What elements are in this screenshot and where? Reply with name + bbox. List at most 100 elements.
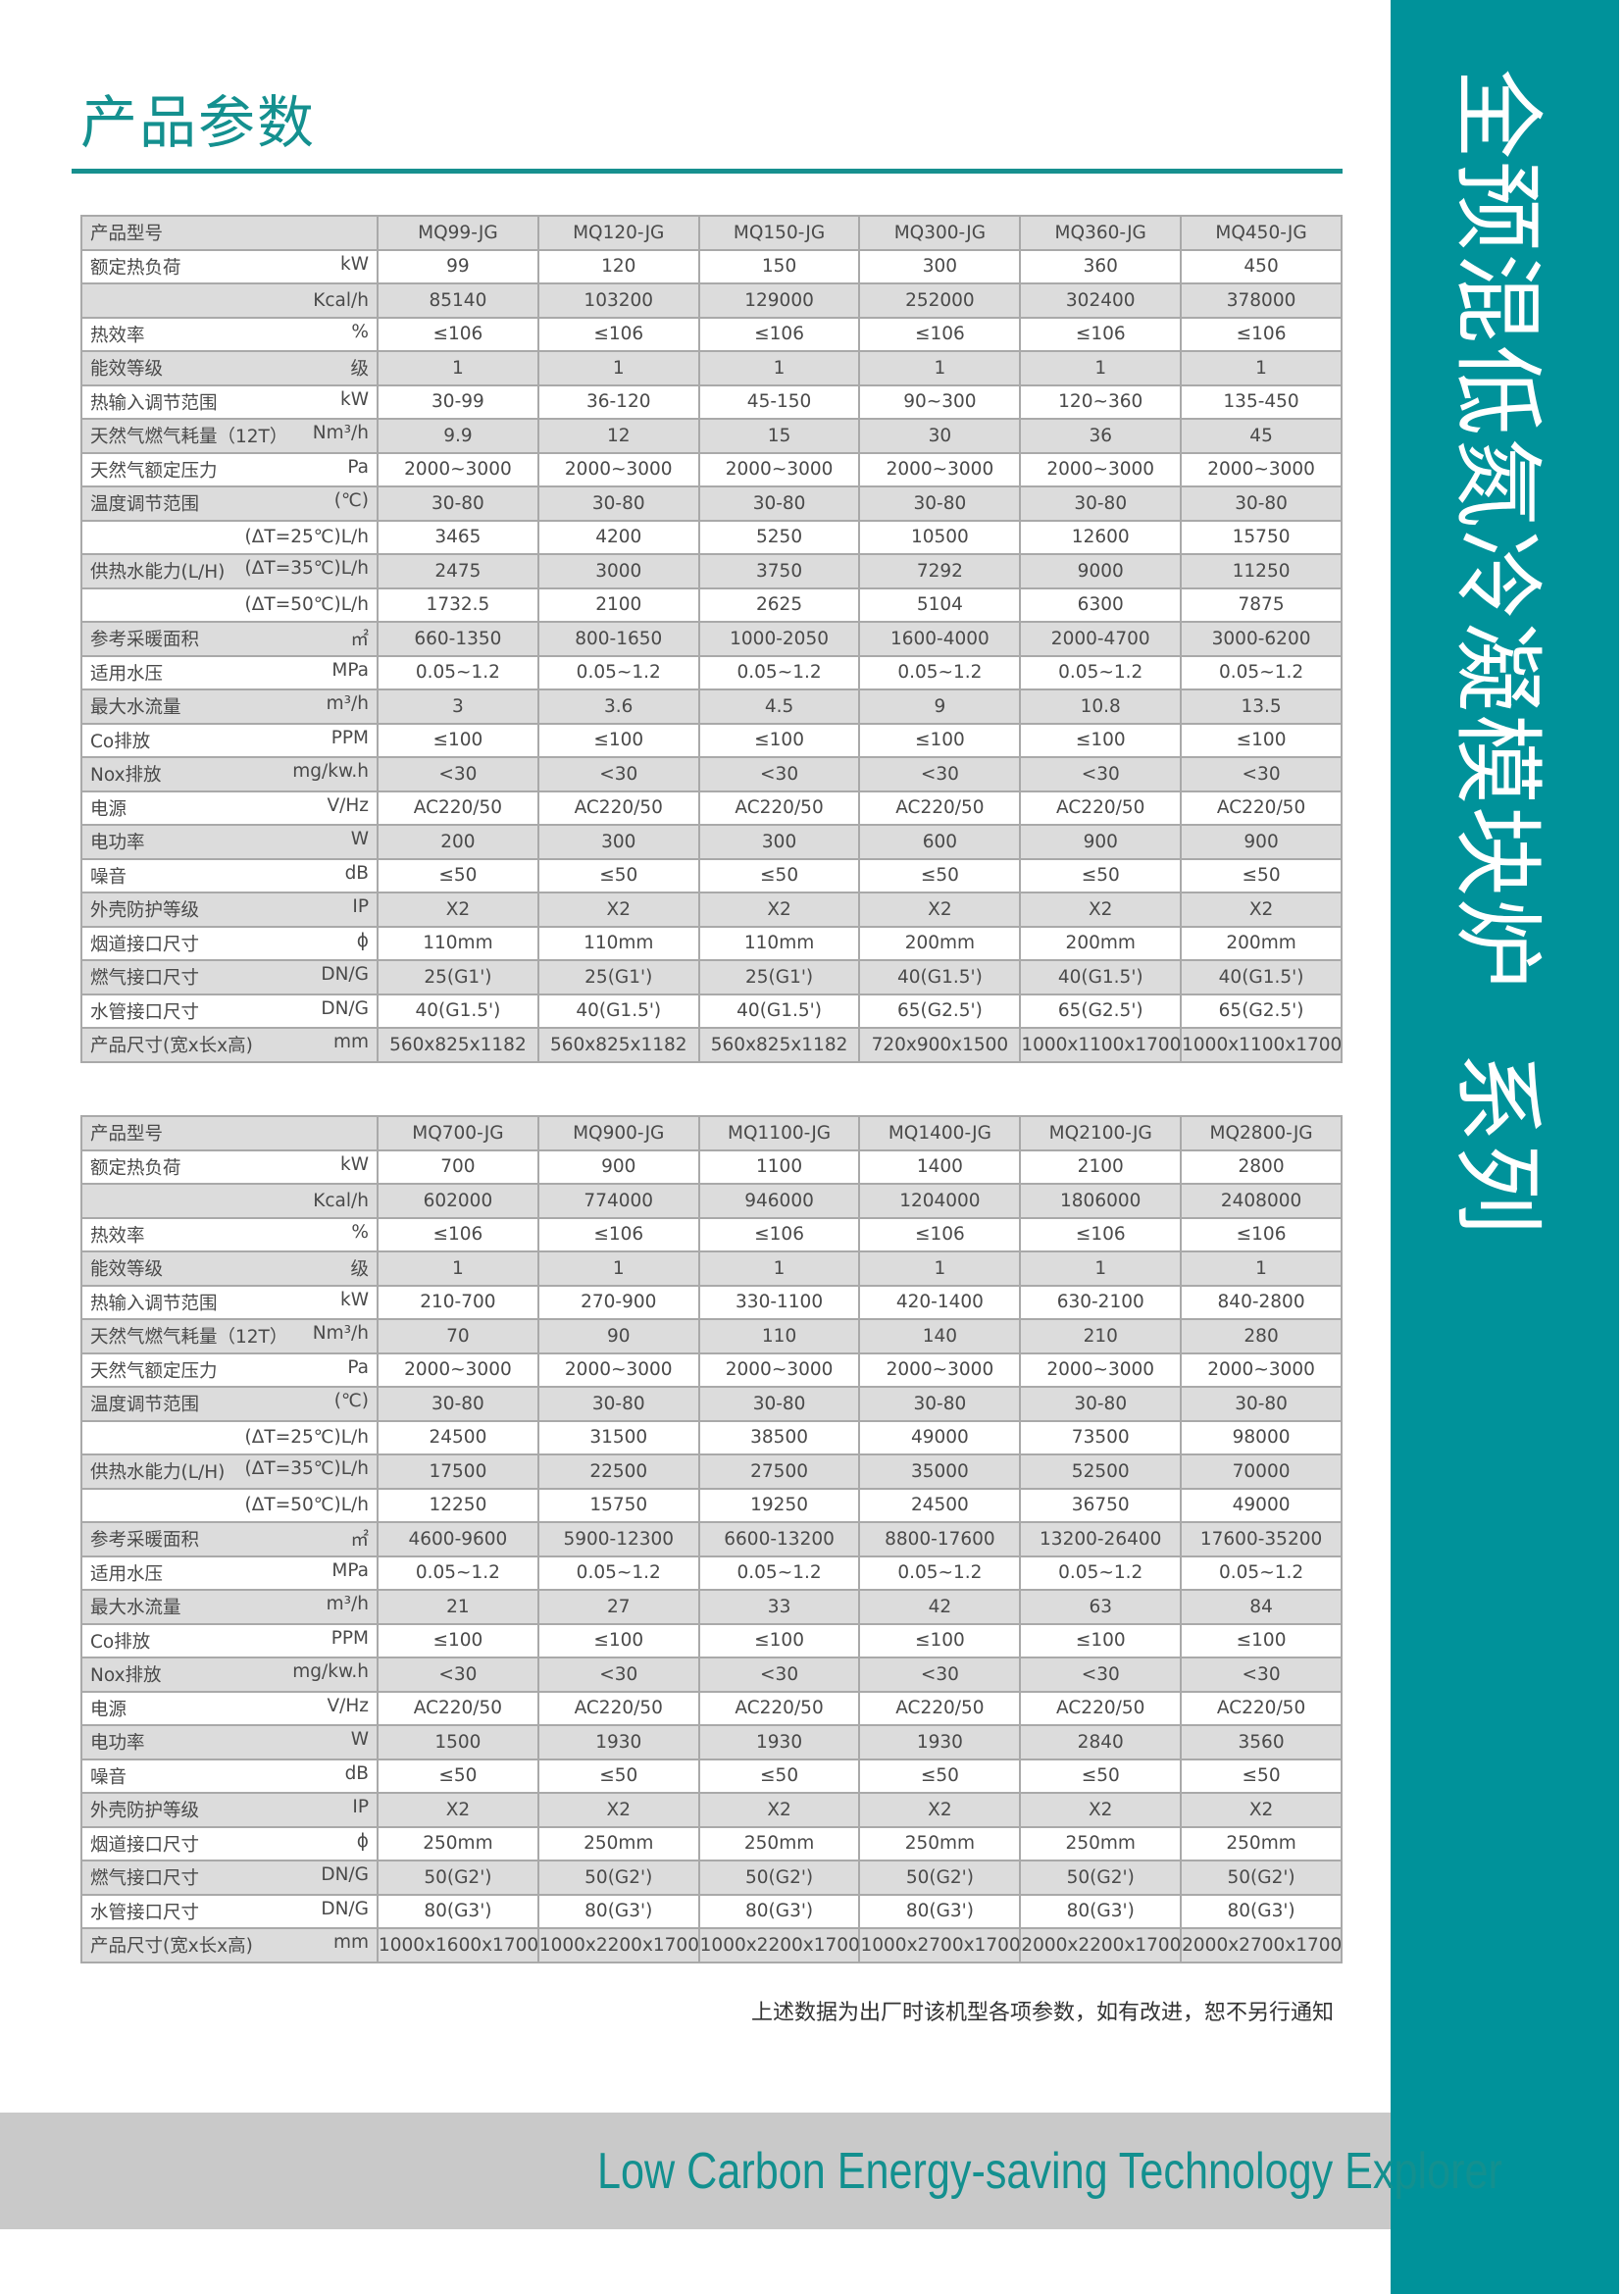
table-row: (ΔT=50℃)L/h 12250 15750 19250 24500 36750 4900… (80, 1487, 1343, 1523)
param-value: 0.05~1.2 (1180, 654, 1343, 690)
param-value: 30-80 (377, 1386, 539, 1422)
title-divider (72, 169, 1343, 174)
table-row: 参考采暖面积 ㎡ 4600-9600 5900-12300 6600-13200 8800… (80, 1521, 1343, 1557)
param-value: ≤100 (858, 1622, 1022, 1658)
param-value: AC220/50 (536, 790, 700, 826)
param-name: 最大水流量 (90, 697, 181, 719)
param-value: 30-80 (536, 1386, 700, 1422)
param-value: ≤100 (377, 722, 539, 758)
param-name: 产品尺寸(宽x长x高) (90, 1036, 253, 1057)
param-name: 电源 (90, 798, 127, 820)
param-value: 300 (858, 248, 1022, 284)
param-value: 2000~3000 (1180, 451, 1343, 487)
param-name: 电源 (90, 1699, 127, 1720)
param-value: 2000~3000 (377, 1351, 539, 1388)
param-value: 1000x1100x1700 (1019, 1027, 1183, 1063)
row-label: 热效率% (80, 1216, 379, 1252)
param-value: 2000~3000 (1019, 1351, 1183, 1388)
row-label: 水管接口尺寸 DN/G (80, 1893, 379, 1929)
param-unit: dB (344, 862, 369, 884)
row-label: 能效等级 级 (80, 350, 379, 386)
param-value: 19250 (697, 1487, 861, 1523)
param-value: 330-1100 (697, 1284, 861, 1320)
param-name: 供热水能力(L/H) (90, 562, 226, 584)
param-unit: IP (352, 1797, 369, 1818)
model-name: MQ150-JG (697, 215, 861, 251)
slogan: Low Carbon Energy-saving Technology Expl… (597, 2143, 1502, 2200)
table-row: 适用水压 MPa 0.05~1.2 0.05~1.2 0.05~1.2 0.05~1.2 0… (80, 1555, 1343, 1591)
param-value: 12600 (1019, 519, 1183, 555)
table-row: Kcal/h 85140 103200 129000 252000 302400 37800… (80, 282, 1343, 319)
param-value: 10.8 (1019, 688, 1183, 725)
row-label: 产品尺寸(宽x长x高) mm (80, 1027, 379, 1063)
param-value: 38500 (697, 1419, 861, 1455)
param-value: <30 (858, 756, 1022, 792)
param-value: 3000 (536, 553, 700, 589)
table-header-row: 产品型号 MQ700-JG MQ900-JG MQ1100-JG MQ1400-JG MQ… (80, 1115, 1343, 1151)
table-row: 热效率% ≤106 ≤106 ≤106 ≤106 ≤106 ≤106 (80, 316, 1343, 352)
param-value: X2 (536, 1792, 700, 1828)
model-name: MQ900-JG (536, 1115, 700, 1151)
param-value: 1806000 (1019, 1183, 1183, 1219)
param-value: AC220/50 (377, 790, 539, 826)
param-value: 1 (1019, 350, 1183, 386)
param-value: 15 (697, 418, 861, 454)
param-value: 3750 (697, 553, 861, 589)
param-unit: dB (344, 1762, 369, 1784)
param-value: 0.05~1.2 (1180, 1555, 1343, 1591)
param-value: 0.05~1.2 (1019, 1555, 1183, 1591)
param-value: 0.05~1.2 (697, 654, 861, 690)
param-value: 65(G2.5') (1180, 993, 1343, 1029)
param-value: AC220/50 (377, 1690, 539, 1726)
param-value: 30-99 (377, 383, 539, 420)
param-value: AC220/50 (858, 790, 1022, 826)
param-value: X2 (697, 892, 861, 928)
param-value: 1930 (536, 1724, 700, 1760)
param-value: 30-80 (858, 1386, 1022, 1422)
model-name: MQ1100-JG (697, 1115, 861, 1151)
param-value: 30-80 (1180, 485, 1343, 522)
param-name: 适用水压 (90, 1563, 164, 1585)
row-label: Kcal/h (80, 282, 379, 319)
param-unit: PPM (330, 727, 369, 748)
param-value: 1000x2200x1700 (536, 1927, 700, 1963)
param-value: 30-80 (858, 485, 1022, 522)
table-header-row: 产品型号 MQ99-JG MQ120-JG MQ150-JG MQ300-JG MQ360… (80, 215, 1343, 251)
param-value: 40(G1.5') (1180, 959, 1343, 995)
row-label: Nox排放 mg/kw.h (80, 756, 379, 792)
param-value: 30-80 (1019, 1386, 1183, 1422)
param-value: ≤106 (1180, 1216, 1343, 1252)
header-label-text: 产品型号 (90, 224, 164, 245)
table-row: 热输入调节范围 kW 30-99 36-120 45-150 90~300 120~360 1… (80, 383, 1343, 420)
param-unit: (ΔT=50℃)L/h (244, 1495, 369, 1516)
table-row: 能效等级级 1 1 1 1 1 1 (80, 1250, 1343, 1287)
param-value: 2840 (1019, 1724, 1183, 1760)
param-unit: V/Hz (327, 1695, 369, 1716)
param-value: ≤106 (697, 316, 861, 352)
row-label: 温度调节范围 (℃) (80, 1386, 379, 1422)
param-value: 9000 (1019, 553, 1183, 589)
param-value: 250mm (1180, 1825, 1343, 1861)
param-value: ≤106 (858, 316, 1022, 352)
row-label: 燃气接口尺寸 DN/G (80, 959, 379, 995)
param-value: ≤106 (1019, 316, 1183, 352)
param-value: 300 (697, 824, 861, 860)
param-value: 2000~3000 (697, 451, 861, 487)
table-row: 天然气额定压力 Pa 2000~3000 2000~3000 2000~3000 2000… (80, 451, 1343, 487)
param-value: 33 (697, 1589, 861, 1625)
param-value: 50(G2') (536, 1860, 700, 1896)
param-value: 840-2800 (1180, 1284, 1343, 1320)
side-banner (1391, 0, 1619, 2294)
param-value: 420-1400 (858, 1284, 1022, 1320)
param-value: 8800-17600 (858, 1521, 1022, 1557)
param-value: 11250 (1180, 553, 1343, 589)
table-row: Kcal/h 602000 774000 946000 1204000 1806000 24… (80, 1183, 1343, 1219)
model-name: MQ120-JG (536, 215, 700, 251)
param-unit: DN/G (321, 997, 369, 1019)
param-value: 2000x2700x1700 (1180, 1927, 1343, 1963)
param-value: 40(G1.5') (1019, 959, 1183, 995)
param-value: 0.05~1.2 (536, 654, 700, 690)
table-row: 电源 V/Hz AC220/50 AC220/50 AC220/50 AC220/50 AC… (80, 1690, 1343, 1726)
param-value: 13.5 (1180, 688, 1343, 725)
model-name: MQ700-JG (377, 1115, 539, 1151)
